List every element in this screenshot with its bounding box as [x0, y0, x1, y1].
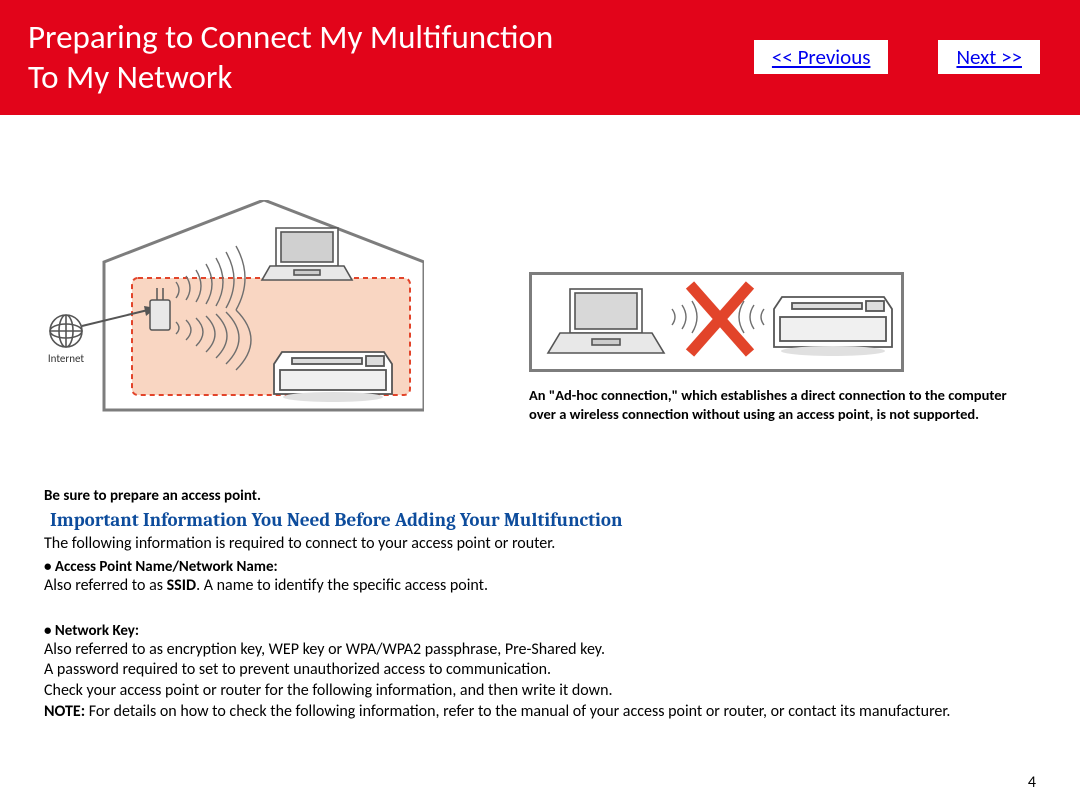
- page-title: Preparing to Connect My Multifunction To…: [28, 18, 553, 97]
- note-label: NOTE:: [44, 702, 85, 721]
- ap-desc-part1: Also referred to as: [44, 576, 167, 595]
- key-desc-1: Also referred to as encryption key, WEP …: [44, 640, 1036, 661]
- house-diagram: Internet: [44, 200, 424, 425]
- page: Preparing to Connect My Multifunction To…: [0, 0, 1080, 810]
- next-button[interactable]: Next >>: [938, 40, 1040, 74]
- intro-text: The following information is required to…: [44, 534, 1036, 555]
- key-desc-3: Check your access point or router for th…: [44, 681, 1036, 702]
- nav-buttons: << Previous Next >>: [754, 40, 1040, 74]
- key-desc-2: A password required to set to prevent un…: [44, 660, 1036, 681]
- title-line-2: To My Network: [28, 57, 232, 97]
- prepare-text: Be sure to prepare an access point.: [44, 487, 1036, 505]
- ap-label: Access Point Name/Network Name:: [44, 558, 1036, 576]
- ssid-bold: SSID: [167, 576, 196, 595]
- internet-label: Internet: [48, 352, 85, 365]
- diagram-row: Internet: [44, 200, 1036, 425]
- adhoc-caption: An "Ad-hoc connection," which establishe…: [529, 386, 1036, 425]
- note-text: For details on how to check the followin…: [85, 702, 950, 721]
- important-heading: Important Information You Need Before Ad…: [50, 509, 1036, 531]
- note-line: NOTE: For details on how to check the fo…: [44, 702, 1036, 723]
- content-area: Internet: [0, 115, 1080, 723]
- text-block: Be sure to prepare an access point. Impo…: [44, 487, 1036, 723]
- adhoc-column: An "Ad-hoc connection," which establishe…: [529, 272, 1036, 425]
- page-number: 4: [1028, 773, 1036, 792]
- previous-button[interactable]: << Previous: [754, 40, 889, 74]
- ap-desc: Also referred to as SSID. A name to iden…: [44, 576, 1036, 597]
- ap-desc-part2: . A name to identify the specific access…: [196, 576, 488, 595]
- header-bar: Preparing to Connect My Multifunction To…: [0, 0, 1080, 115]
- adhoc-diagram: [529, 272, 904, 372]
- key-label: Network Key:: [44, 622, 1036, 640]
- title-line-1: Preparing to Connect My Multifunction: [28, 17, 553, 57]
